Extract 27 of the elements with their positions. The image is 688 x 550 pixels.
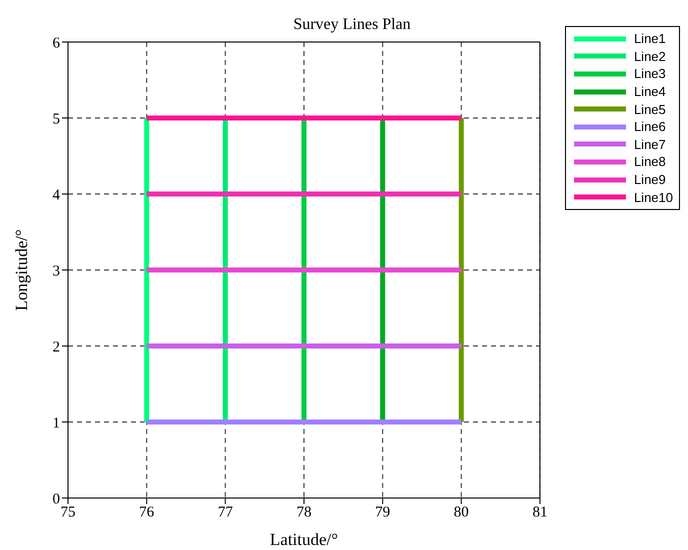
x-tick-label: 80 [454,504,469,521]
legend-label: Line8 [634,154,666,170]
legend-label: Line7 [634,136,666,152]
x-tick-label: 81 [532,504,548,521]
x-tick-label: 79 [375,504,390,521]
legend-label: Line2 [634,48,666,64]
x-axis-title: Latitude/° [270,530,338,549]
x-tick-label: 76 [139,504,155,521]
y-tick-label: 6 [52,35,60,52]
y-tick-label: 1 [52,415,60,432]
y-tick-label: 3 [52,263,60,280]
y-tick-label: 0 [52,491,60,508]
x-tick-label: 78 [296,504,312,521]
legend-label: Line6 [634,119,666,134]
legend-label: Line3 [634,66,666,82]
y-tick-label: 5 [52,111,60,128]
legend-label: Line9 [634,172,666,188]
legend-label: Line1 [634,31,666,46]
y-tick-label: 4 [52,187,60,204]
legend-label: Line4 [634,84,666,100]
legend-label: Line5 [634,102,666,117]
chart-title: Survey Lines Plan [293,16,411,33]
y-axis-title: Longitude/° [12,229,32,311]
legend-label: Line10 [634,190,673,205]
y-tick-label: 2 [52,339,60,356]
x-tick-label: 77 [218,504,234,521]
x-tick-label: 75 [60,504,76,521]
